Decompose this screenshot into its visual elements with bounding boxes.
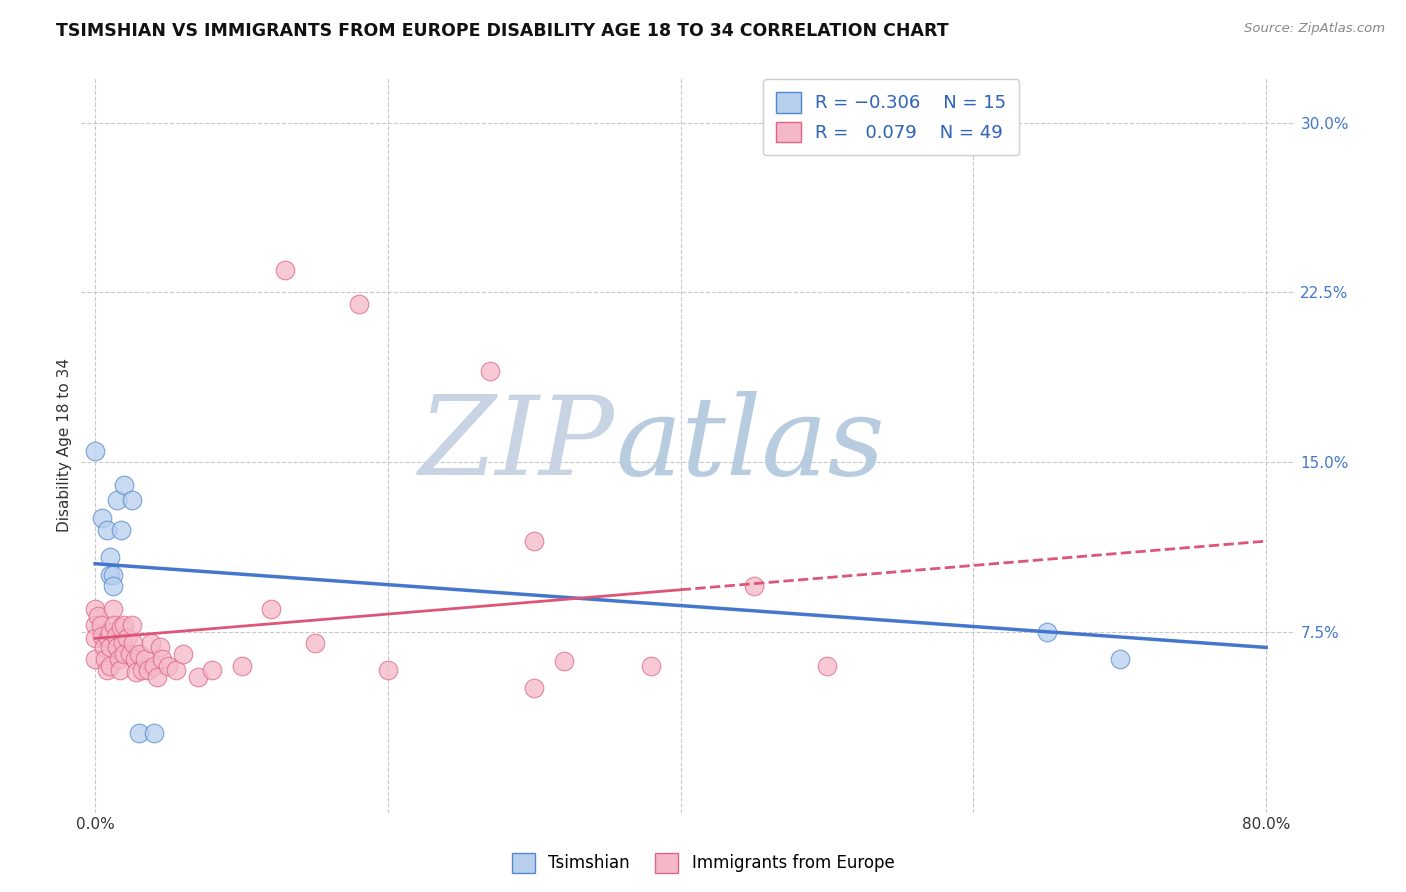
Point xyxy=(98,624,121,639)
Point xyxy=(121,493,143,508)
Point xyxy=(112,617,135,632)
Point xyxy=(101,602,124,616)
Point xyxy=(523,681,546,695)
Point xyxy=(148,640,170,655)
Point xyxy=(98,640,121,655)
Text: atlas: atlas xyxy=(614,392,884,499)
Point xyxy=(231,658,253,673)
Point xyxy=(98,568,121,582)
Point xyxy=(96,523,118,537)
Point xyxy=(274,262,297,277)
Y-axis label: Disability Age 18 to 34: Disability Age 18 to 34 xyxy=(58,358,72,532)
Point xyxy=(120,647,142,661)
Text: Source: ZipAtlas.com: Source: ZipAtlas.com xyxy=(1244,22,1385,36)
Legend: Tsimshian, Immigrants from Europe: Tsimshian, Immigrants from Europe xyxy=(505,847,901,880)
Text: TSIMSHIAN VS IMMIGRANTS FROM EUROPE DISABILITY AGE 18 TO 34 CORRELATION CHART: TSIMSHIAN VS IMMIGRANTS FROM EUROPE DISA… xyxy=(56,22,949,40)
Point xyxy=(84,443,107,458)
Point xyxy=(201,663,224,677)
Point xyxy=(134,651,156,665)
Point xyxy=(101,579,124,593)
Point xyxy=(165,663,187,677)
Point xyxy=(91,511,114,525)
Point xyxy=(1035,624,1057,639)
Point xyxy=(131,663,153,677)
Point xyxy=(117,632,139,646)
Point xyxy=(94,651,117,665)
Point xyxy=(112,477,135,491)
Point xyxy=(110,523,132,537)
Point xyxy=(87,608,110,623)
Point xyxy=(523,534,546,549)
Point xyxy=(347,296,370,310)
Point xyxy=(108,663,131,677)
Point xyxy=(93,640,115,655)
Point xyxy=(112,647,135,661)
Legend: R = −0.306    N = 15, R =   0.079    N = 49: R = −0.306 N = 15, R = 0.079 N = 49 xyxy=(763,79,1019,155)
Point xyxy=(142,658,165,673)
Point xyxy=(640,658,662,673)
Point xyxy=(742,579,765,593)
Point xyxy=(107,651,129,665)
Point xyxy=(128,726,150,740)
Point xyxy=(105,640,128,655)
Point xyxy=(187,670,209,684)
Point xyxy=(104,629,127,643)
Point xyxy=(304,636,326,650)
Point xyxy=(136,663,159,677)
Point xyxy=(172,647,194,661)
Point xyxy=(84,602,107,616)
Point xyxy=(84,632,107,646)
Point xyxy=(125,665,148,680)
Point xyxy=(91,629,114,643)
Text: ZIP: ZIP xyxy=(419,392,614,499)
Point xyxy=(98,549,121,564)
Point xyxy=(96,663,118,677)
Point xyxy=(122,636,145,650)
Point xyxy=(260,602,283,616)
Point xyxy=(377,663,399,677)
Point xyxy=(553,654,575,668)
Point xyxy=(145,670,167,684)
Point xyxy=(103,617,125,632)
Point xyxy=(110,620,132,634)
Point xyxy=(105,493,128,508)
Point xyxy=(124,651,146,665)
Point xyxy=(90,617,112,632)
Point xyxy=(84,617,107,632)
Point xyxy=(152,651,174,665)
Point xyxy=(1108,651,1130,665)
Point xyxy=(97,632,120,646)
Point xyxy=(101,568,124,582)
Point xyxy=(111,636,134,650)
Point xyxy=(157,658,180,673)
Point xyxy=(139,636,162,650)
Point xyxy=(84,651,107,665)
Point xyxy=(128,647,150,661)
Point xyxy=(121,617,143,632)
Point xyxy=(479,364,502,378)
Point xyxy=(142,726,165,740)
Point xyxy=(815,658,838,673)
Point xyxy=(98,658,121,673)
